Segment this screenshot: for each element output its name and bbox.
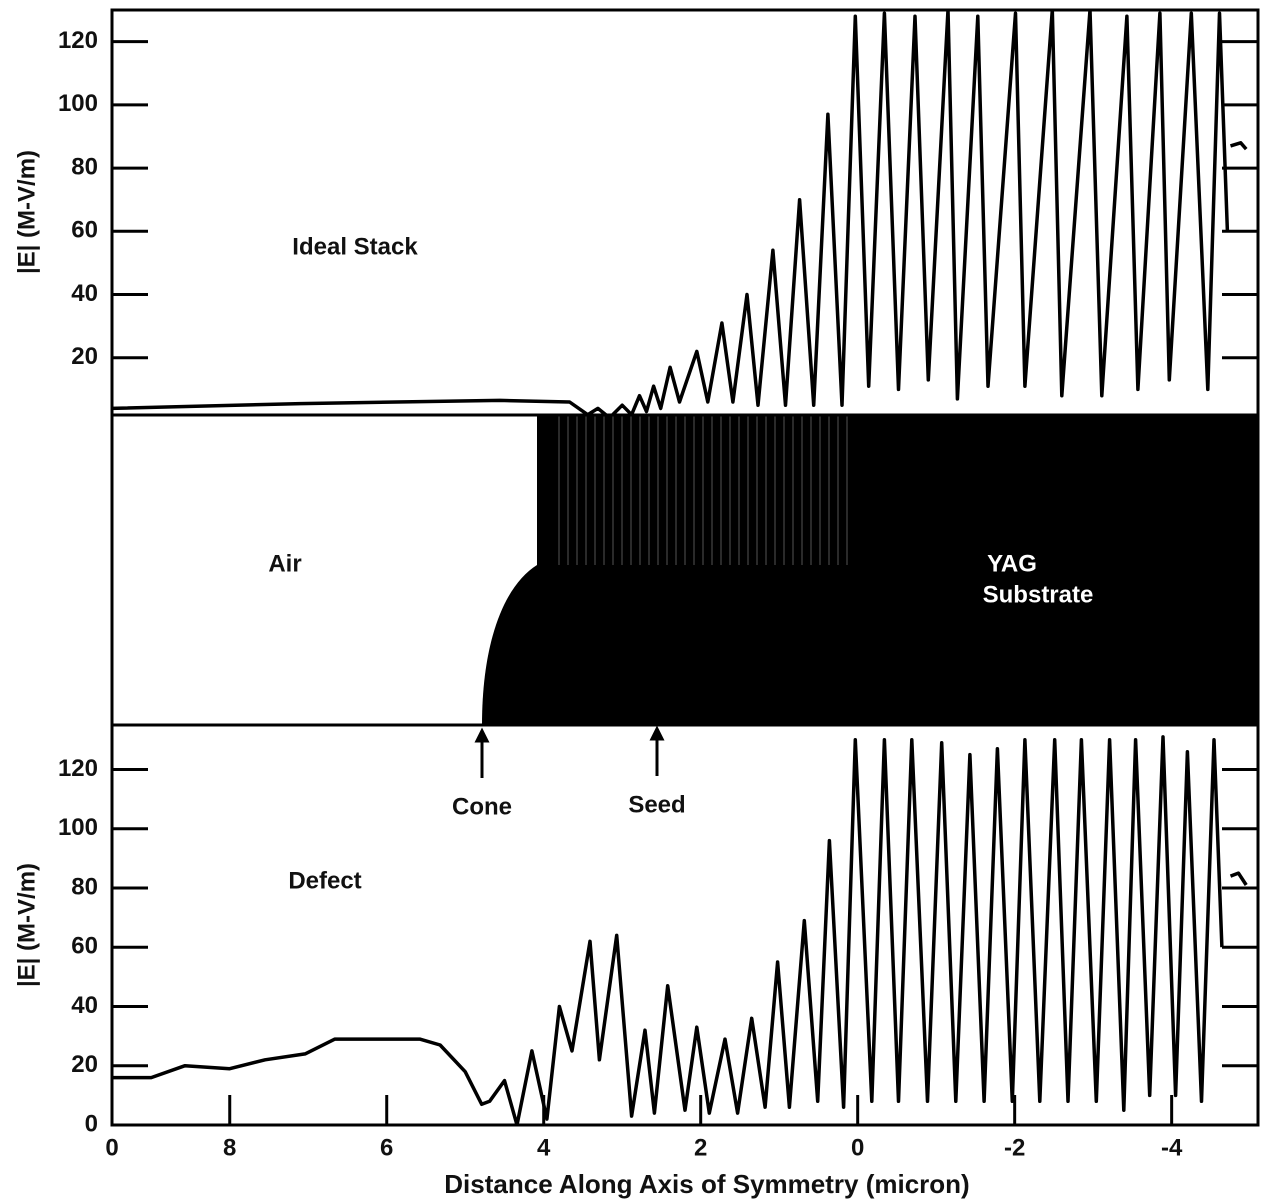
y-axis-label: |E| (M-V/m) [13,863,40,987]
region-label: Air [268,550,301,577]
y-tick-label: 60 [71,217,98,244]
annotation: Defect [288,867,361,894]
y-tick-label: 120 [58,755,98,782]
region-label: Substrate [983,581,1094,608]
line-series [112,735,1248,1125]
x-axis-label: Distance Along Axis of Symmetry (micron) [444,1169,969,1199]
x-tick-label: -4 [1161,1134,1183,1161]
y-tick-label: 120 [58,27,98,54]
line-series [112,10,1248,415]
marker-label: Cone [452,793,512,820]
annotation: Ideal Stack [292,233,418,260]
y-tick-label: 80 [71,873,98,900]
y-tick-label: 20 [71,1051,98,1078]
y-tick-label: 20 [71,343,98,370]
y-axis-label: |E| (M-V/m) [13,150,40,274]
y-tick-label: 0 [85,1110,98,1137]
stack-layers [555,415,850,565]
x-tick-label: 0 [851,1134,864,1161]
x-tick-label: 4 [537,1134,551,1161]
x-tick-label: -2 [1004,1134,1025,1161]
y-tick-label: 100 [58,814,98,841]
x-tick-label: 8 [223,1134,236,1161]
y-tick-label: 100 [58,90,98,117]
region-label: YAG [987,550,1037,577]
y-tick-label: 60 [71,933,98,960]
x-tick-label: 6 [380,1134,393,1161]
plot-frame [110,8,1260,1127]
y-tick-label: 40 [71,992,98,1019]
cone-defect [482,565,537,725]
schematic [112,415,1258,778]
marker-label: Seed [628,791,685,818]
y-tick-label: 40 [71,280,98,307]
x-tick-label: 2 [694,1134,707,1161]
x-tick-label: 0 [105,1134,118,1161]
y-tick-label: 80 [71,153,98,180]
